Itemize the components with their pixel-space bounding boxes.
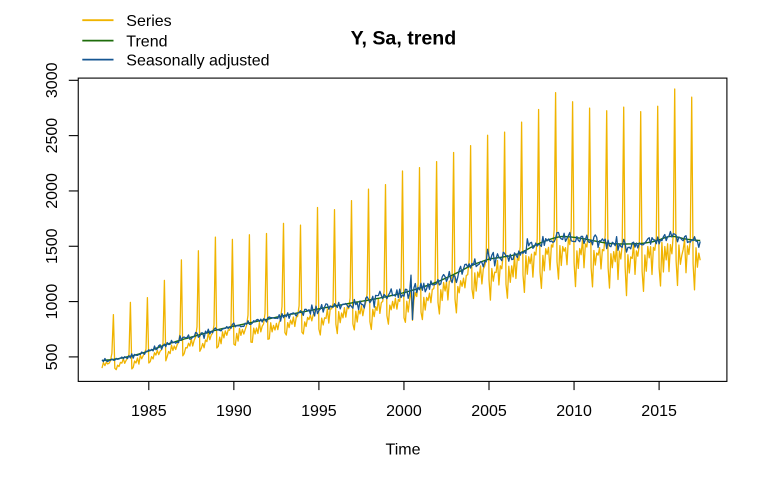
- svg-text:2000: 2000: [44, 173, 61, 209]
- svg-text:2015: 2015: [641, 403, 677, 420]
- svg-text:1995: 1995: [301, 403, 337, 420]
- svg-text:500: 500: [44, 343, 61, 370]
- svg-text:1500: 1500: [44, 228, 61, 264]
- svg-text:1000: 1000: [44, 284, 61, 320]
- svg-text:1990: 1990: [216, 403, 252, 420]
- svg-text:Time: Time: [386, 442, 421, 459]
- svg-text:2000: 2000: [386, 403, 422, 420]
- svg-text:Series: Series: [126, 13, 171, 30]
- svg-text:2500: 2500: [44, 118, 61, 154]
- svg-text:3000: 3000: [44, 62, 61, 98]
- svg-text:2010: 2010: [556, 403, 592, 420]
- svg-text:Trend: Trend: [126, 33, 167, 50]
- svg-text:Seasonally adjusted: Seasonally adjusted: [126, 52, 269, 69]
- svg-text:Y, Sa, trend: Y, Sa, trend: [351, 28, 457, 50]
- svg-text:1985: 1985: [131, 403, 167, 420]
- svg-text:2005: 2005: [471, 403, 507, 420]
